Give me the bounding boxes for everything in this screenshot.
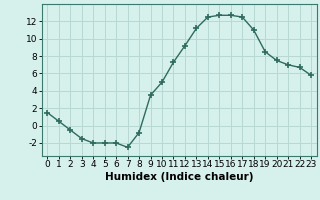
X-axis label: Humidex (Indice chaleur): Humidex (Indice chaleur)	[105, 172, 253, 182]
